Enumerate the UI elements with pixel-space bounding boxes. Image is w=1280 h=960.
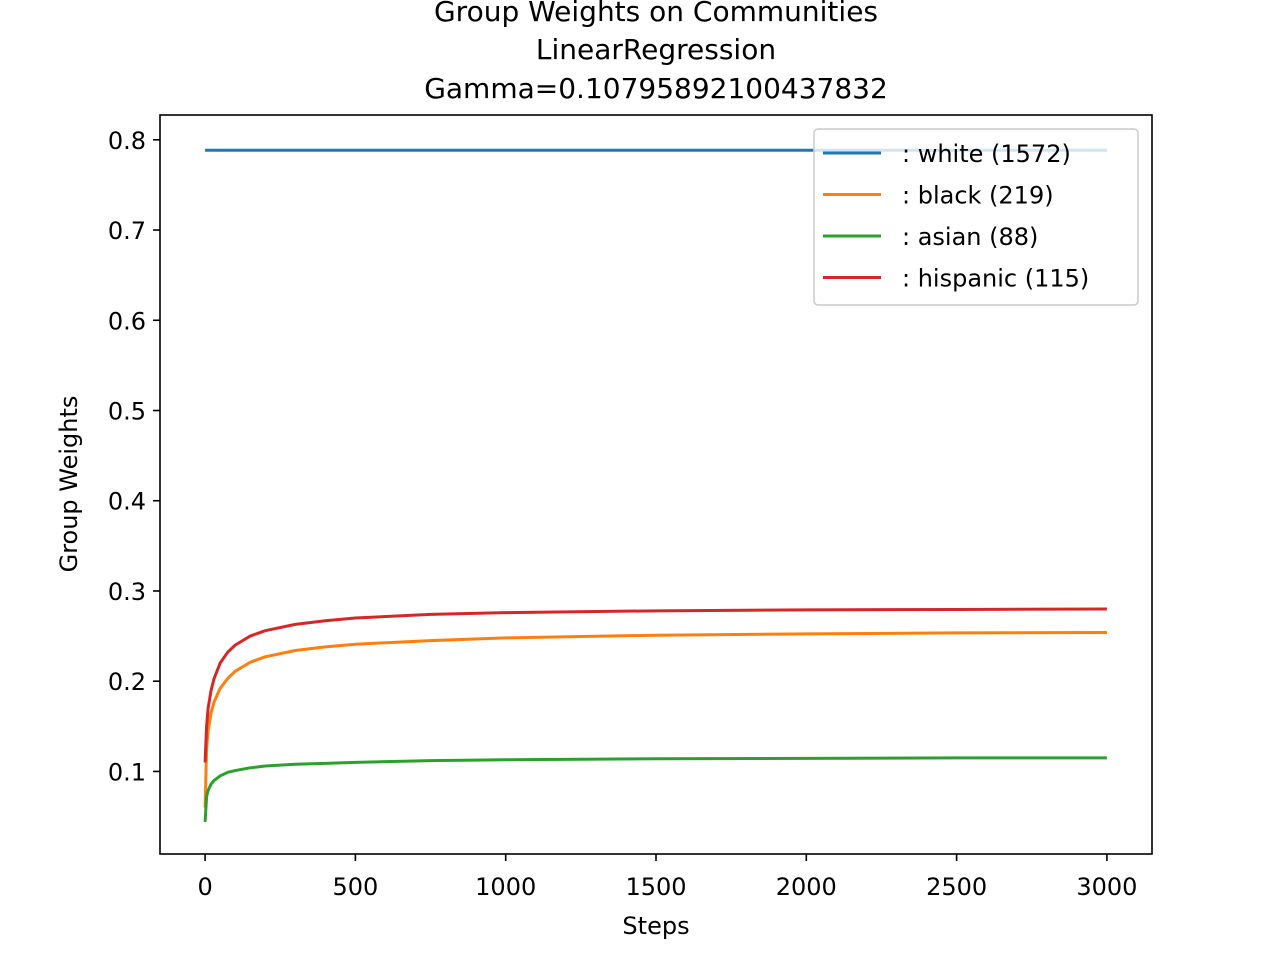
x-axis-label: Steps (622, 912, 689, 940)
y-axis-label: Group Weights (55, 396, 83, 573)
legend-label-2: : asian (88) (902, 223, 1038, 251)
legend-label-0: : white (1572) (902, 140, 1071, 168)
y-tick-label: 0.7 (108, 217, 146, 245)
x-tick-label: 3000 (1076, 873, 1137, 901)
legend: : white (1572) : black (219) : asian (88):… (813, 128, 1139, 306)
y-tick-label: 0.4 (108, 488, 146, 516)
y-tick-label: 0.8 (108, 127, 146, 155)
chart-title: Group Weights on Communities LinearRegre… (424, 0, 888, 105)
x-tick-label: 1500 (625, 873, 686, 901)
x-tick-label: 1000 (475, 873, 536, 901)
y-tick-label: 0.2 (108, 668, 146, 696)
y-tick-label: 0.5 (108, 398, 146, 426)
y-tick-label: 0.1 (108, 758, 146, 786)
title-line-3: Gamma=0.10795892100437832 (424, 72, 888, 105)
title-line-2: LinearRegression (536, 33, 776, 66)
legend-label-1: : black (219) (902, 182, 1054, 210)
series-line-3 (203, 607, 1107, 763)
x-tick-label: 2000 (776, 873, 837, 901)
series-line-2 (203, 756, 1107, 823)
y-tick-label: 0.3 (108, 578, 146, 606)
legend-label-3: : hispanic (115) (902, 265, 1089, 293)
y-axis-ticks: 0.1 0.2 0.3 0.4 0.5 0.6 0.7 0.8 (108, 127, 160, 786)
x-tick-label: 500 (332, 873, 378, 901)
y-tick-label: 0.6 (108, 307, 146, 335)
x-tick-label: 2500 (926, 873, 987, 901)
x-axis-ticks: 0 500 1000 1500 2000 2500 3000 (197, 854, 1137, 901)
title-line-1: Group Weights on Communities (434, 0, 878, 28)
series-line-1 (203, 630, 1107, 808)
legend-box (813, 128, 1139, 306)
x-tick-label: 0 (197, 873, 212, 901)
